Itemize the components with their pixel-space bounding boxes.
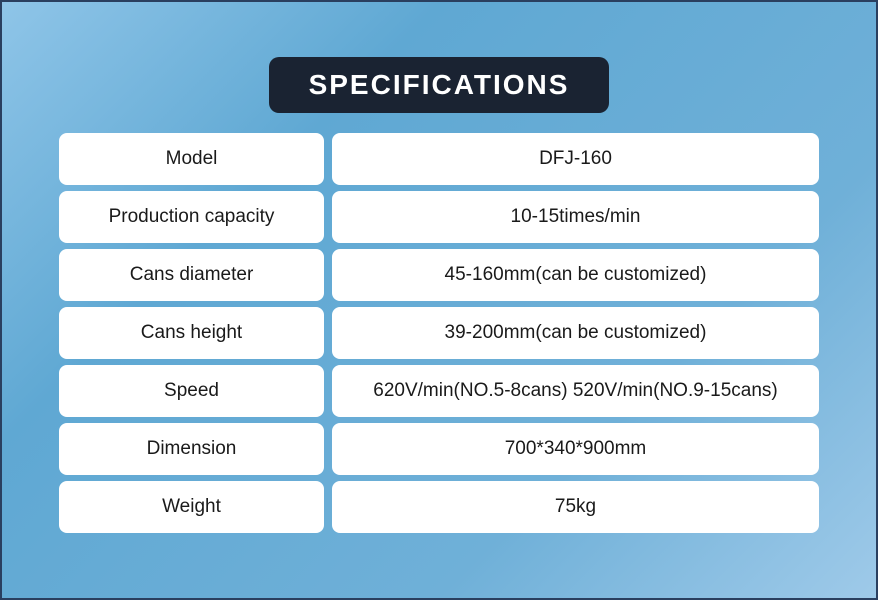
table-row: Speed 620V/min(NO.5-8cans) 520V/min(NO.9… <box>59 365 819 417</box>
spec-value-dimension: 700*340*900mm <box>332 423 819 475</box>
spec-label-model: Model <box>59 133 324 185</box>
table-row: Dimension 700*340*900mm <box>59 423 819 475</box>
spec-label-capacity: Production capacity <box>59 191 324 243</box>
spec-value-speed: 620V/min(NO.5-8cans) 520V/min(NO.9-15can… <box>332 365 819 417</box>
table-row: Weight 75kg <box>59 481 819 533</box>
spec-value-capacity: 10-15times/min <box>332 191 819 243</box>
spec-label-diameter: Cans diameter <box>59 249 324 301</box>
spec-label-height: Cans height <box>59 307 324 359</box>
table-row: Model DFJ-160 <box>59 133 819 185</box>
spec-value-height: 39-200mm(can be customized) <box>332 307 819 359</box>
spec-value-diameter: 45-160mm(can be customized) <box>332 249 819 301</box>
table-row: Cans diameter 45-160mm(can be customized… <box>59 249 819 301</box>
spec-label-weight: Weight <box>59 481 324 533</box>
specifications-title: SPECIFICATIONS <box>269 57 610 113</box>
spec-label-dimension: Dimension <box>59 423 324 475</box>
table-row: Production capacity 10-15times/min <box>59 191 819 243</box>
spec-label-speed: Speed <box>59 365 324 417</box>
spec-value-model: DFJ-160 <box>332 133 819 185</box>
spec-value-weight: 75kg <box>332 481 819 533</box>
spec-table: Model DFJ-160 Production capacity 10-15t… <box>59 133 819 533</box>
table-row: Cans height 39-200mm(can be customized) <box>59 307 819 359</box>
